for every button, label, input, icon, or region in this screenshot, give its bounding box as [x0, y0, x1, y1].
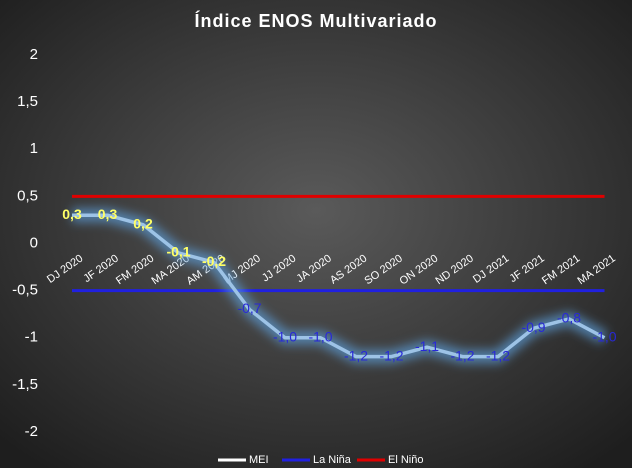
- y-tick-label: -1,5: [12, 376, 38, 393]
- legend-label: El Niño: [388, 454, 423, 466]
- y-tick-label: -1: [25, 329, 38, 346]
- data-label: -1,1: [415, 338, 439, 354]
- y-tick-label: -2: [25, 423, 38, 440]
- data-label: -1,2: [450, 347, 474, 363]
- data-label: -0,1: [166, 244, 190, 260]
- y-tick-label: 1: [30, 140, 38, 157]
- data-label: -1,0: [592, 328, 616, 344]
- legend-item: La Niña: [282, 454, 352, 466]
- series-line: [72, 213, 606, 359]
- data-label: -0,9: [521, 319, 545, 335]
- data-label: 0,2: [133, 215, 153, 231]
- legend-item: MEI: [218, 454, 269, 466]
- legend-label: La Niña: [313, 454, 352, 466]
- y-tick-label: 2: [30, 46, 38, 63]
- data-label: -1,2: [486, 347, 510, 363]
- data-label: 0,3: [62, 206, 82, 222]
- y-tick-label: 0,5: [17, 187, 38, 204]
- data-label: -0,8: [557, 310, 581, 326]
- data-label: -1,0: [308, 328, 332, 344]
- legend-item: El Niño: [357, 454, 423, 466]
- legend-label: MEI: [249, 454, 269, 466]
- data-label: -1,2: [379, 347, 403, 363]
- data-label: -0,2: [202, 253, 226, 269]
- y-tick-label: -0,5: [12, 282, 38, 299]
- y-tick-label: 0: [30, 234, 38, 251]
- data-label: -1,0: [273, 328, 297, 344]
- data-label: -0,7: [237, 300, 261, 316]
- chart-title: Índice ENOS Multivariado: [194, 10, 437, 31]
- data-label: 0,3: [98, 206, 118, 222]
- y-tick-label: 1,5: [17, 93, 38, 110]
- data-label: -1,2: [344, 347, 368, 363]
